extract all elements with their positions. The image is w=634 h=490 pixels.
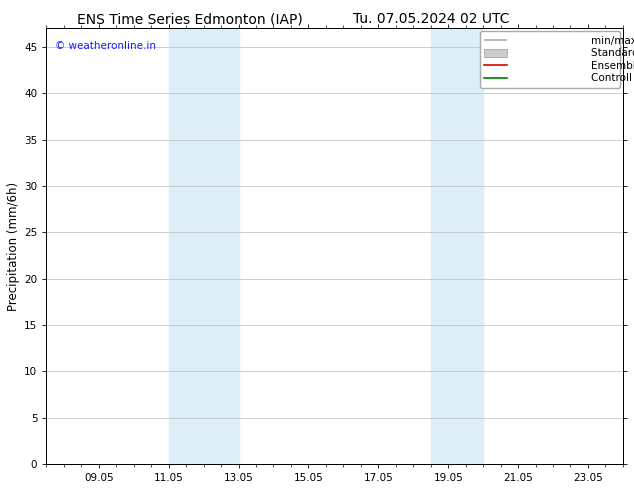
Text: © weatheronline.in: © weatheronline.in [55, 41, 156, 51]
Text: Tu. 07.05.2024 02 UTC: Tu. 07.05.2024 02 UTC [353, 12, 509, 26]
Legend: min/max, Standard deviation, Ensemble mean run, Controll run: min/max, Standard deviation, Ensemble me… [479, 31, 620, 88]
Bar [430, 28, 483, 464]
Y-axis label: Precipitation (mm/6h): Precipitation (mm/6h) [7, 182, 20, 311]
Bar [169, 28, 238, 464]
Text: ENS Time Series Edmonton (IAP): ENS Time Series Edmonton (IAP) [77, 12, 303, 26]
